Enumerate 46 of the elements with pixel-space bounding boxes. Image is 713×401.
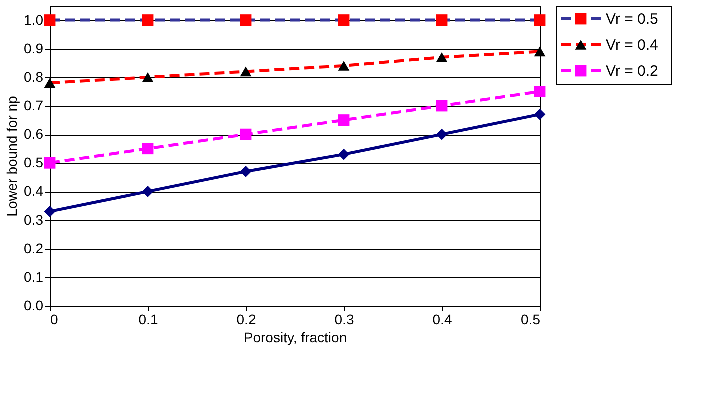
x-tick-label: 0.2 xyxy=(236,312,256,328)
y-tick-label: 0.3 xyxy=(24,212,44,228)
point xyxy=(240,14,252,26)
point xyxy=(436,52,448,62)
point xyxy=(436,14,448,26)
point xyxy=(44,157,56,169)
x-tick-label: 0.5 xyxy=(521,312,541,328)
x-tick-label: 0.4 xyxy=(432,312,452,328)
point xyxy=(338,14,350,26)
point xyxy=(142,14,154,26)
point xyxy=(240,166,252,178)
point xyxy=(240,66,252,77)
y-tick-label: 0.9 xyxy=(24,40,44,56)
point xyxy=(436,100,448,112)
y-tick-label: 0.0 xyxy=(24,298,44,314)
point xyxy=(142,186,154,198)
y-tick-label: 0.8 xyxy=(24,68,44,85)
y-tick-label: 0.5 xyxy=(24,154,44,171)
point xyxy=(338,148,350,160)
point xyxy=(338,61,350,71)
y-tick-label: 0.1 xyxy=(24,268,44,285)
point xyxy=(142,72,154,82)
point xyxy=(534,14,546,26)
y-tick-label: 1.0 xyxy=(24,12,44,28)
legend-label: Vr = 0.4 xyxy=(606,37,658,54)
point xyxy=(338,114,350,126)
point xyxy=(534,108,546,120)
legend-label: Vr = 0.2 xyxy=(606,63,658,80)
y-axis-title: Lower bound for np xyxy=(4,96,20,217)
y-tick-label: 0.7 xyxy=(24,98,44,114)
point xyxy=(436,128,448,140)
point xyxy=(44,206,56,218)
point xyxy=(44,14,56,26)
y-tick-label: 0.4 xyxy=(24,183,44,200)
legend-label: Vr = 0.5 xyxy=(606,11,658,28)
point xyxy=(534,46,546,57)
x-axis-title: Porosity, fraction xyxy=(244,330,348,346)
y-tick-label: 0.6 xyxy=(24,126,44,142)
x-tick-label: 0 xyxy=(50,312,58,328)
x-tick-label: 0.3 xyxy=(334,312,354,328)
point xyxy=(240,128,252,140)
x-tick-label: 0.1 xyxy=(138,312,158,328)
y-tick-label: 0.2 xyxy=(24,240,44,256)
point xyxy=(534,86,546,98)
point xyxy=(44,78,56,88)
point xyxy=(142,143,154,155)
